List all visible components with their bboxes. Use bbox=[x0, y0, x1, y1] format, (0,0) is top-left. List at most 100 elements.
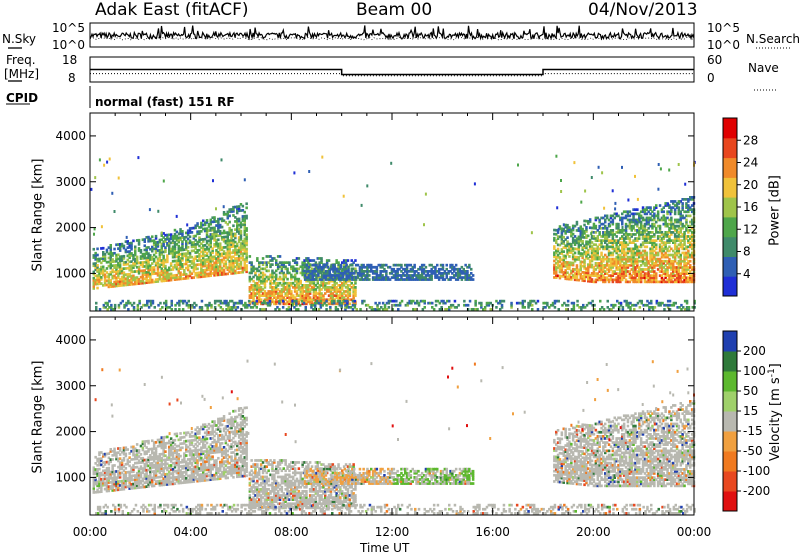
echo-cell bbox=[663, 308, 666, 311]
echo-speck bbox=[99, 158, 101, 161]
echo-speck bbox=[614, 202, 616, 205]
echo-cell bbox=[572, 233, 575, 236]
echo-cell bbox=[431, 302, 434, 305]
echo-speck bbox=[584, 190, 586, 193]
echo-cell bbox=[300, 280, 303, 283]
echo-speck bbox=[678, 163, 680, 166]
echo-cell bbox=[245, 264, 248, 267]
echo-speck bbox=[660, 167, 662, 170]
echo-cell bbox=[531, 308, 534, 311]
echo-cell bbox=[242, 205, 245, 208]
echo-cell bbox=[140, 249, 143, 252]
echo-cell bbox=[162, 255, 165, 258]
echo-speck bbox=[556, 206, 558, 209]
echo-cell bbox=[354, 286, 357, 289]
echo-cell bbox=[363, 300, 366, 303]
echo-cell bbox=[612, 229, 615, 232]
echo-cell bbox=[646, 252, 649, 255]
echo-cell bbox=[262, 257, 265, 260]
echo-speck bbox=[517, 164, 519, 167]
echo-cell bbox=[655, 243, 658, 246]
echo-cell bbox=[211, 247, 214, 250]
echo-cell bbox=[230, 229, 233, 232]
echo-cell bbox=[134, 246, 137, 249]
echo-cell bbox=[469, 300, 472, 303]
echo-cell bbox=[385, 270, 388, 273]
echo-cell bbox=[100, 276, 103, 279]
echo-cell bbox=[238, 218, 241, 221]
echo-cell bbox=[196, 222, 199, 225]
echo-cell bbox=[558, 308, 561, 311]
echo-cell bbox=[433, 308, 436, 311]
echo-cell bbox=[308, 266, 311, 269]
echo-cell bbox=[228, 221, 231, 224]
echo-speck bbox=[212, 179, 214, 182]
echo-speck bbox=[161, 232, 163, 235]
echo-cell bbox=[388, 306, 391, 309]
echo-cell bbox=[553, 245, 556, 248]
echo-speck bbox=[598, 166, 600, 169]
echo-cell bbox=[96, 264, 99, 267]
echo-cell bbox=[574, 252, 577, 255]
echo-cell bbox=[686, 300, 689, 303]
echo-speck bbox=[157, 210, 159, 213]
echo-cell bbox=[501, 304, 504, 307]
echo-speck bbox=[106, 161, 108, 164]
echo-cell bbox=[164, 246, 167, 249]
echo-speck bbox=[670, 212, 672, 215]
echo-cell bbox=[332, 264, 335, 267]
echo-cell bbox=[98, 468, 101, 471]
echo-cell bbox=[275, 274, 278, 277]
echo-cell bbox=[225, 260, 228, 263]
echo-cell bbox=[133, 306, 136, 309]
echo-cell bbox=[524, 300, 527, 303]
echo-speck bbox=[637, 198, 639, 201]
echo-cell bbox=[480, 302, 483, 305]
echo-cell bbox=[298, 257, 301, 260]
echo-cell bbox=[559, 256, 562, 259]
echo-cell bbox=[566, 240, 569, 243]
echo-cell bbox=[232, 224, 235, 227]
echo-speck bbox=[563, 223, 565, 226]
echo-speck bbox=[186, 223, 188, 226]
echo-cell bbox=[221, 226, 224, 229]
echo-speck bbox=[612, 189, 614, 192]
echo-cell bbox=[400, 264, 403, 267]
power-echoes bbox=[90, 155, 696, 311]
echo-cell bbox=[359, 308, 362, 311]
echo-speck bbox=[560, 190, 562, 193]
echo-cell bbox=[641, 300, 644, 303]
echo-cell bbox=[327, 266, 330, 269]
echo-cell bbox=[589, 218, 592, 221]
echo-speck bbox=[103, 164, 105, 167]
echo-cell bbox=[282, 300, 285, 303]
echo-cell bbox=[138, 300, 141, 303]
echo-cell bbox=[217, 238, 220, 241]
echo-cell bbox=[95, 306, 98, 309]
echo-cell bbox=[558, 300, 561, 303]
echo-speck bbox=[221, 158, 223, 161]
echo-speck bbox=[90, 188, 92, 191]
echo-speck bbox=[684, 183, 686, 186]
echo-cell bbox=[490, 308, 493, 311]
echo-cell bbox=[354, 259, 357, 262]
echo-cell bbox=[236, 243, 239, 246]
echo-cell bbox=[454, 300, 457, 303]
echo-cell bbox=[649, 206, 652, 209]
echo-cell bbox=[108, 467, 111, 470]
echo-cell bbox=[650, 300, 653, 303]
echo-cell bbox=[566, 236, 569, 239]
echo-speck bbox=[321, 156, 323, 159]
echo-cell bbox=[567, 304, 570, 307]
echo-cell bbox=[580, 225, 583, 228]
echo-cell bbox=[524, 306, 527, 309]
echo-cell bbox=[152, 300, 155, 303]
echo-cell bbox=[663, 210, 666, 213]
echo-cell bbox=[196, 268, 199, 271]
echo-cell bbox=[563, 250, 566, 253]
echo-cell bbox=[159, 302, 162, 305]
echo-cell bbox=[659, 204, 662, 207]
echo-cell bbox=[245, 202, 248, 205]
echo-cell bbox=[329, 306, 332, 309]
